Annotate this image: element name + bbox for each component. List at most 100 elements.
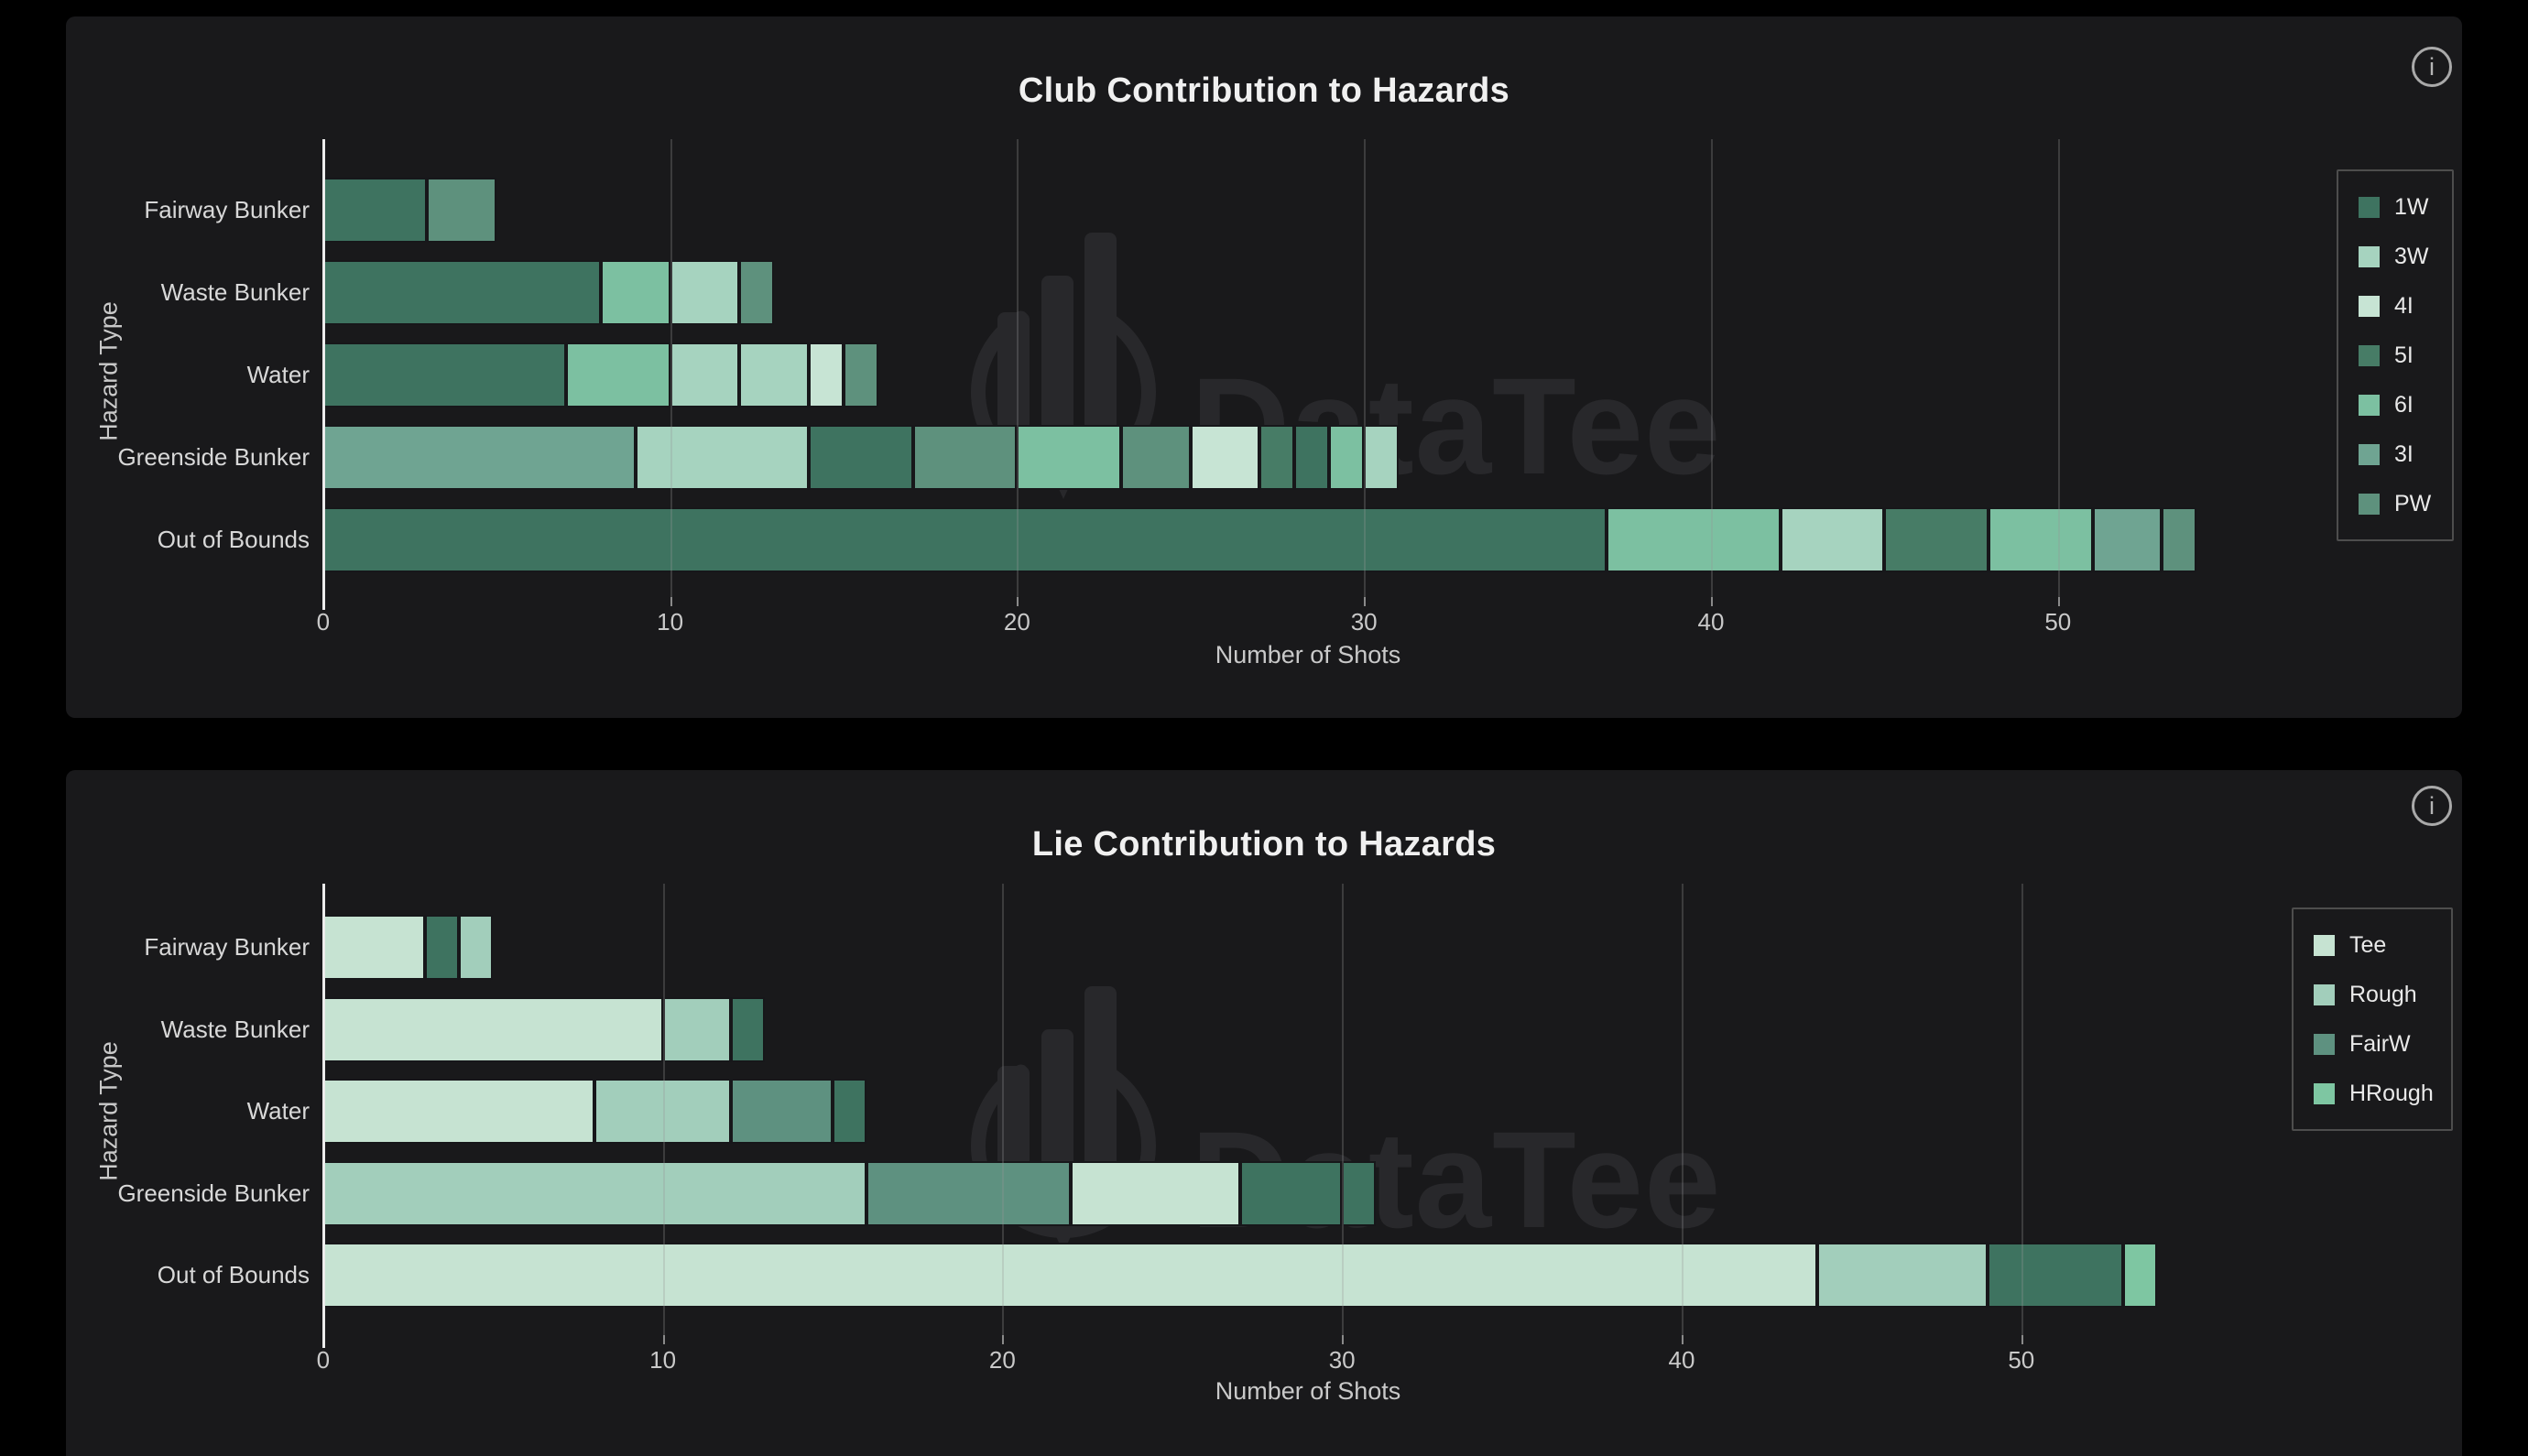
bar-segment-3w: [739, 342, 810, 407]
info-icon[interactable]: i: [2412, 786, 2452, 826]
bar-segment-tee: [1070, 1160, 1240, 1226]
bar-segment-4i: [809, 342, 844, 407]
bar-segment-1w: [322, 507, 1607, 572]
bar-segment-3w: [670, 260, 740, 325]
legend-item-1w[interactable]: 1W: [2338, 182, 2452, 232]
bar-segment-rough: [594, 1079, 731, 1144]
category-label: Waste Bunker: [160, 278, 310, 306]
chart-title: Club Contribution to Hazards: [1018, 71, 1510, 110]
bar-segment-6i: [600, 260, 670, 325]
legend-item-5i[interactable]: 5I: [2338, 331, 2452, 380]
legend-label: FairW: [2349, 1030, 2411, 1057]
bar-segment-1w: [1294, 425, 1330, 490]
legend-item-4i[interactable]: 4I: [2338, 281, 2452, 331]
gridline-x-30: [1364, 139, 1367, 597]
legend-item-hrough[interactable]: HRough: [2294, 1069, 2451, 1118]
legend-item-pw[interactable]: PW: [2338, 479, 2452, 528]
bar-segment-1w: [322, 342, 566, 407]
category-label: Greenside Bunker: [117, 1179, 310, 1207]
x-tick-label: 0: [316, 1346, 331, 1374]
x-tick-label: 0: [316, 608, 331, 636]
category-label: Fairway Bunker: [144, 196, 310, 223]
legend-swatch-5i: [2359, 344, 2380, 366]
x-axis-title: Number of Shots: [1215, 1377, 1401, 1405]
bar-waste-bunker: [322, 260, 775, 325]
bar-water: [322, 1079, 867, 1144]
legend-swatch-3i: [2359, 443, 2380, 465]
gridline-x-50: [2021, 884, 2023, 1335]
x-tick-mark: [662, 1335, 665, 1344]
info-icon[interactable]: i: [2412, 47, 2452, 87]
category-label: Fairway Bunker: [144, 933, 310, 961]
x-tick-label: 20: [1003, 608, 1030, 636]
chart-title: Lie Contribution to Hazards: [1031, 825, 1497, 864]
bar-segment-3w: [635, 425, 810, 490]
category-label: Greenside Bunker: [117, 443, 310, 471]
bar-segment-3w: [1780, 507, 1885, 572]
bar-segment-6i: [1607, 507, 1781, 572]
x-tick-label: 20: [988, 1346, 1016, 1374]
legend-label: Rough: [2349, 981, 2417, 1007]
bar-segment-dark: [730, 996, 765, 1062]
legend-swatch-tee: [2314, 934, 2335, 956]
gridline-x-40: [1711, 139, 1713, 597]
x-tick-label: 10: [649, 1346, 677, 1374]
y-axis-line: [321, 884, 325, 1348]
category-label: Water: [246, 361, 310, 388]
legend: Tee Rough FairW HRough: [2292, 907, 2453, 1131]
bar-segment-6i: [565, 342, 670, 407]
bar-segment-3w: [670, 342, 740, 407]
legend-item-3i[interactable]: 3I: [2338, 429, 2452, 479]
x-tick-label: 10: [657, 608, 684, 636]
bar-segment-fairw: [730, 1079, 833, 1144]
legend-swatch-3w: [2359, 245, 2380, 267]
x-tick-mark: [2057, 597, 2060, 606]
bar-fairway-bunker: [322, 915, 494, 980]
bar-segment-rough: [662, 996, 731, 1062]
club-chart-panel: Club Contribution to Hazards i DataTee H…: [66, 16, 2462, 718]
category-label: Waste Bunker: [160, 1015, 310, 1043]
legend-item-6i[interactable]: 6I: [2338, 380, 2452, 429]
bar-out-of-bounds: [322, 507, 2197, 572]
bar-segment-rough: [1817, 1243, 1988, 1308]
legend: 1W 3W 4I 5I 6I 3I PW: [2337, 169, 2454, 541]
legend-item-fairw[interactable]: FairW: [2294, 1019, 2451, 1069]
legend-swatch-4i: [2359, 295, 2380, 317]
legend-label: 5I: [2394, 342, 2414, 368]
category-label: Out of Bounds: [157, 526, 310, 553]
legend-item-rough[interactable]: Rough: [2294, 970, 2451, 1019]
legend-item-tee[interactable]: Tee: [2294, 920, 2451, 970]
legend-label: 1W: [2394, 193, 2429, 220]
bar-greenside-bunker: [322, 425, 1399, 490]
info-glyph: i: [2429, 791, 2435, 820]
legend-label: 3I: [2394, 440, 2414, 467]
bar-out-of-bounds: [322, 1243, 2158, 1308]
legend-label: Tee: [2349, 931, 2387, 958]
x-tick-label: 30: [1328, 1346, 1356, 1374]
bar-segment-tee: [322, 1079, 595, 1144]
bar-segment-tee: [322, 996, 663, 1062]
legend-swatch-6i: [2359, 394, 2380, 416]
legend-label: 3W: [2394, 243, 2429, 269]
gridline-x-20: [1017, 139, 1019, 597]
bar-segment-1w: [322, 178, 428, 243]
plot-area: 0 10 20 30 40 50 Fairway Bunker Waste Bunker Wat…: [66, 16, 2462, 718]
x-tick-mark: [1682, 1335, 1684, 1344]
bar-segment-pw: [739, 260, 775, 325]
bar-segment-3i: [2092, 507, 2163, 572]
x-tick-mark: [2021, 1335, 2023, 1344]
bar-segment-dark: [832, 1079, 867, 1144]
legend-item-3w[interactable]: 3W: [2338, 232, 2452, 281]
x-tick-label: 40: [1697, 608, 1725, 636]
legend-swatch-hrough: [2314, 1082, 2335, 1104]
bar-segment-fairw: [866, 1160, 1071, 1226]
y-axis-line: [321, 139, 325, 610]
bar-segment-tee: [322, 1243, 1818, 1308]
x-axis-title: Number of Shots: [1215, 641, 1401, 668]
bar-segment-1w: [322, 260, 601, 325]
x-tick-mark: [1711, 597, 1713, 606]
x-tick-mark: [1017, 597, 1019, 606]
legend-label: 4I: [2394, 292, 2414, 319]
x-tick-mark: [1364, 597, 1367, 606]
